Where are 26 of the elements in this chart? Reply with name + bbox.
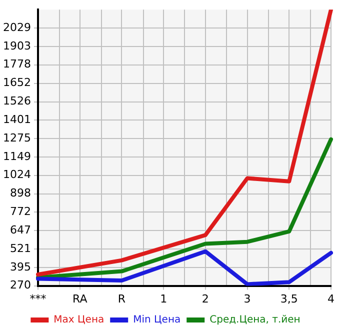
x-tick-label: 3,5 — [280, 292, 298, 306]
x-tick-label: 4 — [328, 292, 334, 306]
y-tick-label: 2029 — [2, 20, 31, 34]
x-tick-label: 1 — [160, 292, 168, 306]
legend-label: Сред.Цена, т.йен — [210, 314, 300, 326]
y-tick-label: 772 — [10, 205, 31, 218]
x-tick-label: 2 — [202, 292, 209, 306]
x-tick-label: 3 — [244, 292, 251, 306]
y-tick-label: 647 — [10, 223, 31, 236]
y-tick-label: 521 — [10, 242, 31, 255]
y-tick-label: 270 — [10, 278, 31, 292]
y-tick-label: 395 — [10, 260, 31, 274]
x-tick-label: *** — [30, 292, 47, 306]
x-tick-label: R — [118, 292, 126, 306]
y-tick-label: 898 — [10, 186, 31, 200]
x-tick-label: RA — [72, 292, 88, 306]
legend-label: Max Цена — [54, 314, 104, 326]
legend-label: Min Цена — [133, 314, 181, 326]
y-tick-label: 1149 — [2, 150, 31, 163]
y-tick-label: 1526 — [2, 94, 31, 108]
y-tick-label: 1401 — [2, 112, 31, 126]
y-tick-label: 1024 — [2, 168, 31, 182]
y-tick-label: 1275 — [2, 131, 31, 144]
y-tick-label: 1778 — [2, 58, 31, 71]
y-tick-label: 1903 — [2, 39, 31, 52]
y-tick-label: 1652 — [2, 76, 31, 90]
